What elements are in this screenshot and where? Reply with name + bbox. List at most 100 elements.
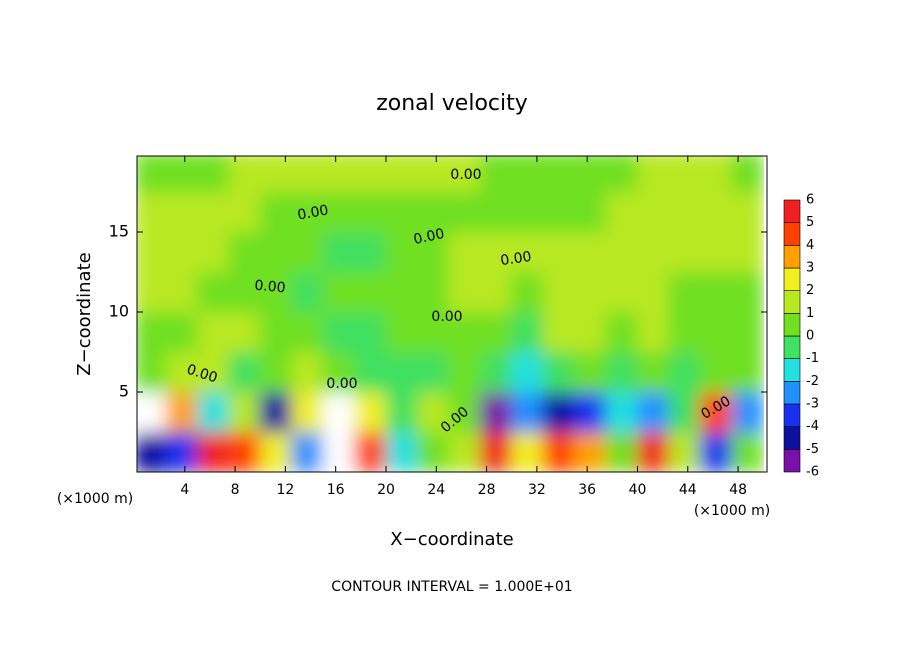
cell bbox=[511, 271, 544, 313]
x-tick-label: 16 bbox=[327, 482, 345, 498]
y-axis-label: Z−coordinate bbox=[74, 252, 95, 375]
x-tick-label: 8 bbox=[231, 482, 240, 498]
cell bbox=[636, 351, 670, 393]
cell bbox=[291, 156, 324, 193]
cell bbox=[636, 156, 670, 193]
cell bbox=[137, 391, 167, 433]
cell bbox=[668, 311, 701, 353]
x-tick-label: 32 bbox=[528, 482, 546, 498]
cell bbox=[448, 391, 481, 433]
x-tick-label: 44 bbox=[679, 482, 697, 498]
cell bbox=[416, 351, 450, 393]
contour-label: 0.00 bbox=[326, 376, 357, 392]
cell bbox=[385, 271, 418, 313]
cell bbox=[259, 156, 293, 193]
x-tick-label: 36 bbox=[578, 482, 596, 498]
cell bbox=[196, 231, 230, 273]
cell bbox=[322, 271, 356, 313]
cell bbox=[228, 156, 261, 193]
cell bbox=[511, 391, 544, 433]
y-tick-label: 5 bbox=[119, 382, 129, 401]
cell bbox=[699, 311, 733, 353]
colorbar-swatch bbox=[783, 449, 801, 473]
cell bbox=[291, 311, 324, 353]
cell bbox=[165, 271, 198, 313]
cell bbox=[574, 431, 607, 472]
cell bbox=[196, 431, 230, 472]
cell bbox=[479, 391, 513, 433]
cell bbox=[385, 391, 418, 433]
cell bbox=[196, 351, 230, 393]
colorbar-label: -3 bbox=[806, 397, 819, 412]
cells bbox=[137, 156, 764, 472]
colorbar-label: -4 bbox=[806, 419, 819, 434]
colorbar-swatch bbox=[783, 358, 801, 382]
x-tick-label: 48 bbox=[729, 482, 747, 498]
cell bbox=[574, 351, 607, 393]
cell bbox=[196, 271, 230, 313]
cell bbox=[448, 156, 481, 193]
x-tick-label: 24 bbox=[427, 482, 445, 498]
cell bbox=[354, 391, 387, 433]
colorbar-swatch bbox=[783, 199, 801, 223]
cell bbox=[605, 351, 638, 393]
colorbar-label: 0 bbox=[806, 329, 814, 344]
cell bbox=[228, 351, 261, 393]
cell bbox=[636, 191, 670, 233]
cell bbox=[542, 231, 576, 273]
colorbar-label: 3 bbox=[806, 261, 814, 276]
cell bbox=[228, 311, 261, 353]
cell bbox=[448, 351, 481, 393]
cell bbox=[511, 156, 544, 193]
contour-label: 0.00 bbox=[254, 278, 286, 297]
cell bbox=[542, 311, 576, 353]
cell bbox=[448, 191, 481, 233]
cell bbox=[636, 391, 670, 433]
cell bbox=[165, 156, 198, 193]
cell bbox=[542, 156, 576, 193]
cell bbox=[542, 271, 576, 313]
cell bbox=[416, 431, 450, 472]
cell bbox=[448, 311, 481, 353]
cell bbox=[448, 431, 481, 472]
cell bbox=[416, 311, 450, 353]
colorbar-label: -2 bbox=[806, 374, 819, 389]
cell bbox=[542, 191, 576, 233]
cell bbox=[416, 231, 450, 273]
y-tick-label: 15 bbox=[109, 222, 129, 241]
cell bbox=[385, 191, 418, 233]
colorbar-label: -5 bbox=[806, 442, 819, 457]
cell bbox=[259, 191, 293, 233]
cell bbox=[416, 191, 450, 233]
colorbar-swatch bbox=[783, 222, 801, 246]
chart-title: zonal velocity bbox=[376, 91, 528, 116]
x-axis-label: X−coordinate bbox=[390, 529, 513, 550]
cell bbox=[416, 156, 450, 193]
cell bbox=[479, 311, 513, 353]
colorbar-label: 4 bbox=[806, 238, 814, 253]
cell bbox=[196, 391, 230, 433]
cell bbox=[668, 191, 701, 233]
cell bbox=[291, 351, 324, 393]
cell bbox=[479, 271, 513, 313]
plot-frame bbox=[136, 155, 768, 473]
cell bbox=[731, 191, 764, 233]
cell bbox=[511, 311, 544, 353]
cell bbox=[574, 311, 607, 353]
cell bbox=[259, 271, 293, 313]
cell bbox=[354, 231, 387, 273]
cell bbox=[574, 231, 607, 273]
colorbar-label: 2 bbox=[806, 283, 814, 298]
contour-label: 0.00 bbox=[431, 309, 462, 325]
cell bbox=[354, 351, 387, 393]
x-tick-label: 20 bbox=[377, 482, 395, 498]
cell bbox=[416, 271, 450, 313]
contour-label: 0.00 bbox=[412, 226, 446, 248]
cell bbox=[228, 191, 261, 233]
cell bbox=[731, 311, 764, 353]
cell bbox=[322, 351, 356, 393]
x-tick-label: 28 bbox=[478, 482, 496, 498]
x-tick-label: 40 bbox=[629, 482, 647, 498]
cell bbox=[354, 191, 387, 233]
